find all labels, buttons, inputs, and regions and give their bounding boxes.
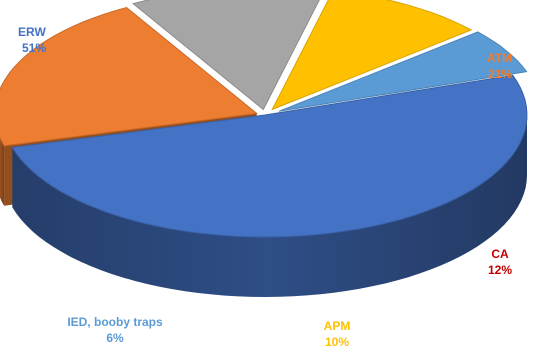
slice-apm [271,0,473,111]
slice-atm [0,6,258,147]
data-label-ca: CA 12% [488,247,512,277]
slice-side-shade [0,137,5,206]
data-label-erw: ERW 51% [18,25,46,55]
slice-ied-booby-traps [278,31,528,112]
data-label-atm: ATM 21% [487,51,512,81]
slice-ca [132,0,320,111]
data-label-apm: APM 10% [324,319,351,349]
slice-erw [11,74,528,238]
data-label-ied-booby-traps: IED, booby traps 6% [67,315,163,345]
data-labels: ERW 51% ATM 21% CA 12% APM 10% IED, booby traps 6… [18,25,512,349]
pie-top-faces [0,0,528,238]
slice-side-shade [12,115,527,297]
